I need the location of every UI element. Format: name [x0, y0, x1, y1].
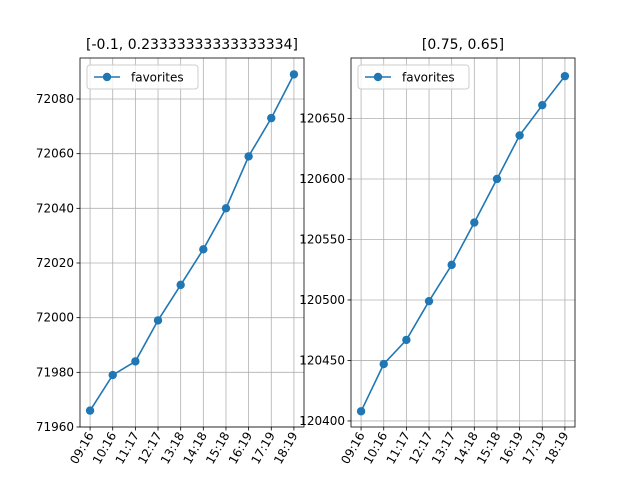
right-series-line: [360, 75, 566, 412]
right-data-point: [560, 71, 570, 81]
left-data-point: [153, 316, 163, 325]
left-data-point: [85, 406, 95, 415]
right-chart-title: [0.75, 0.65]: [422, 37, 504, 53]
left-chart-title: [-0.1, 0.23333333333333334]: [86, 37, 298, 53]
left-data-point: [131, 357, 140, 366]
right-data-point: [515, 131, 524, 140]
left-axes-frame: [79, 57, 305, 428]
left-subplot: [-0.1, 0.23333333333333334] 71960 71980 72…: [36, 37, 305, 466]
right-axes-frame: [350, 57, 576, 428]
left-y-tick-label: 72040: [36, 201, 74, 215]
left-data-point: [244, 152, 253, 161]
left-data-point: [176, 280, 185, 290]
left-data-point: [289, 70, 299, 79]
right-y-tick-label: 120450: [299, 353, 345, 367]
right-data-point: [447, 260, 456, 270]
left-y-tick-label: 71960: [36, 420, 74, 434]
right-data-point: [424, 296, 434, 306]
right-y-tick-label: 120550: [299, 232, 345, 246]
left-series-line: [89, 74, 295, 412]
left-y-tick-label: 71980: [36, 365, 74, 379]
right-legend-box: [357, 64, 470, 90]
right-data-point: [470, 218, 479, 227]
left-y-tick-label: 72060: [36, 147, 74, 161]
left-y-tick-label: 72080: [36, 92, 74, 106]
right-data-point: [492, 174, 502, 184]
right-y-tick-label: 120400: [299, 414, 345, 428]
left-data-point: [221, 204, 231, 213]
right-legend-marker: [373, 72, 383, 82]
left-y-tick-label: 72020: [36, 256, 74, 270]
left-legend-label: favorites: [131, 71, 184, 85]
left-data-point: [267, 113, 276, 123]
right-data-point: [538, 100, 547, 110]
left-y-tick-label: 72000: [36, 311, 74, 325]
right-y-tick-label: 120500: [299, 293, 345, 307]
right-data-point: [356, 407, 366, 416]
right-y-tick-label: 120650: [299, 111, 345, 125]
left-data-point: [199, 245, 208, 254]
right-legend-label: favorites: [402, 71, 455, 85]
right-data-point: [402, 335, 411, 345]
left-legend-marker: [102, 72, 112, 82]
right-data-point: [379, 359, 388, 369]
left-data-point: [108, 370, 117, 380]
right-y-tick-label: 120600: [299, 172, 345, 186]
left-legend-box: [86, 64, 199, 90]
